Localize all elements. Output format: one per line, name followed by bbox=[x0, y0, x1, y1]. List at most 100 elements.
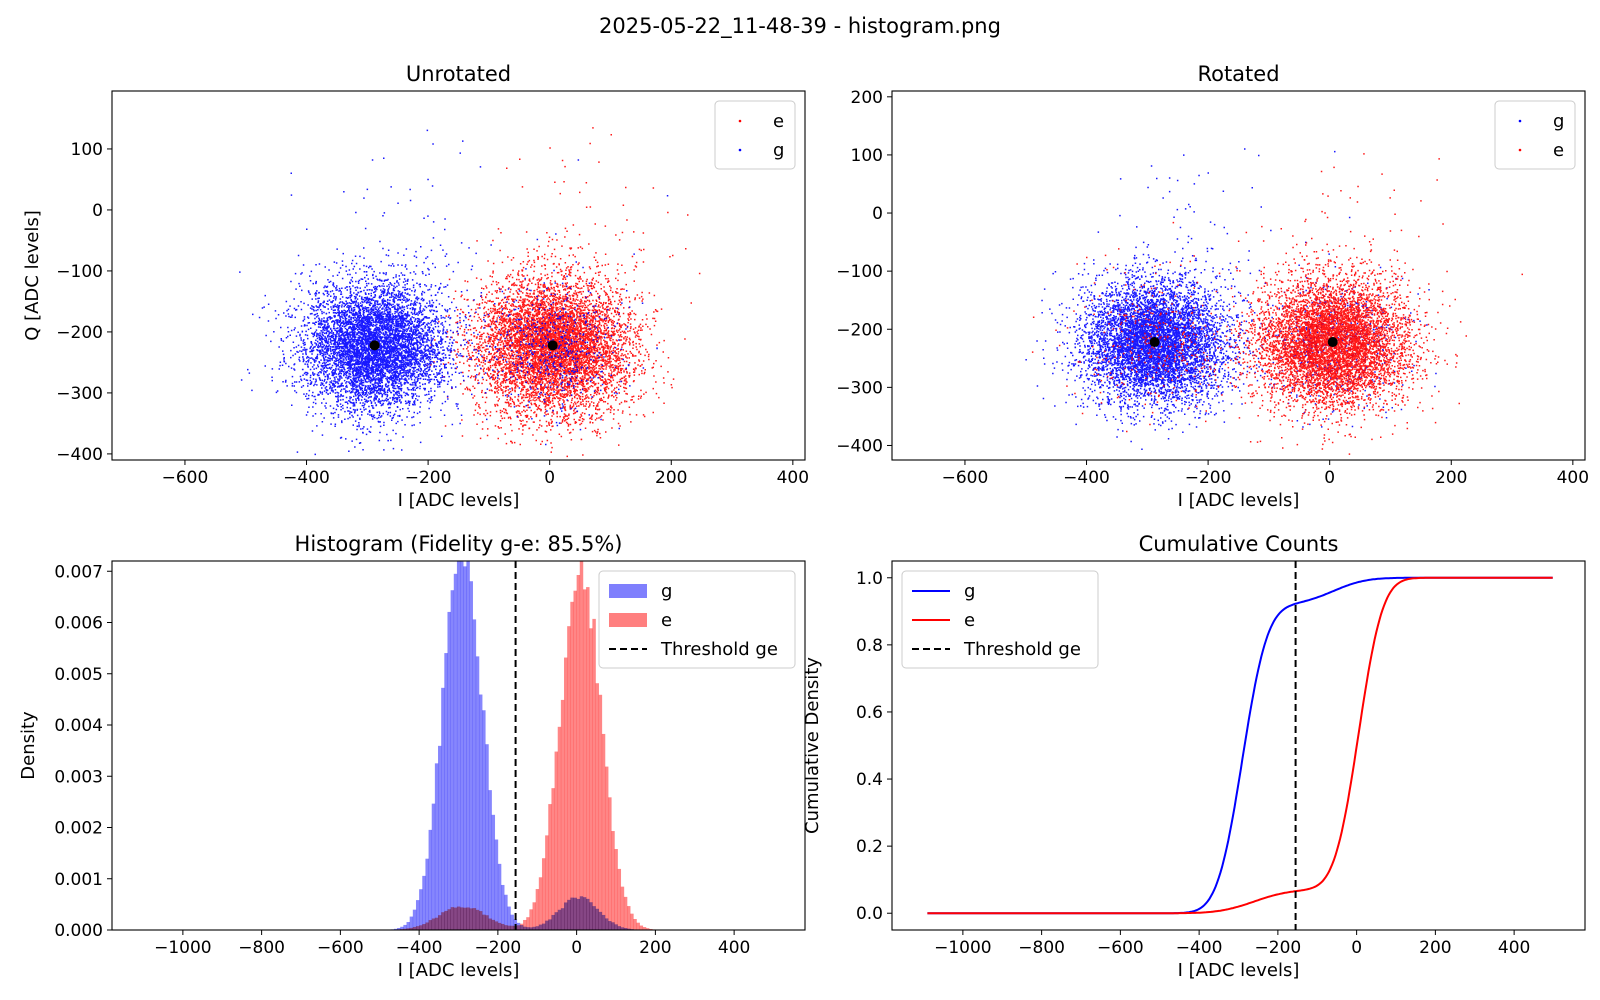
x-tick-label: −800 bbox=[238, 938, 285, 958]
histogram-bar bbox=[419, 889, 423, 930]
histogram-bar bbox=[589, 628, 593, 930]
histogram-bar bbox=[450, 907, 455, 930]
scatter-area bbox=[239, 127, 701, 458]
histogram-bar bbox=[611, 831, 615, 930]
x-tick-label: −1000 bbox=[934, 938, 992, 958]
series-g bbox=[239, 129, 669, 456]
legend-box bbox=[598, 570, 796, 669]
y-tick-label: −100 bbox=[56, 262, 103, 282]
cumulative-area bbox=[927, 561, 1553, 930]
y-tick-label: −100 bbox=[836, 262, 883, 282]
histogram-bar bbox=[478, 694, 483, 930]
x-tick-label: −600 bbox=[162, 468, 209, 488]
histogram-bar bbox=[582, 589, 587, 930]
x-tick-label: −400 bbox=[396, 938, 443, 958]
histogram-bar bbox=[447, 611, 451, 930]
histogram-bar bbox=[412, 909, 417, 930]
histogram-bar bbox=[453, 907, 458, 930]
plot-title: Unrotated bbox=[406, 62, 511, 86]
histogram-bar bbox=[535, 889, 540, 930]
histogram-bar bbox=[491, 814, 496, 930]
y-tick-label: 0.8 bbox=[856, 636, 883, 656]
histogram-bar bbox=[510, 914, 514, 930]
x-tick-label: −400 bbox=[283, 468, 330, 488]
histogram-bar bbox=[434, 763, 439, 930]
x-tick-label: −400 bbox=[1176, 938, 1223, 958]
y-tick-label: 0.001 bbox=[54, 870, 103, 890]
histogram-bar bbox=[497, 863, 502, 930]
histogram-bar bbox=[406, 928, 410, 930]
histogram-bar bbox=[573, 590, 577, 930]
x-tick-label: 200 bbox=[1419, 938, 1451, 958]
plot-title: Histogram (Fidelity g-e: 85.5%) bbox=[295, 532, 623, 556]
legend-box bbox=[1494, 100, 1576, 170]
histogram-bar bbox=[403, 924, 407, 930]
x-tick-label: 400 bbox=[777, 468, 809, 488]
histogram-bar bbox=[450, 590, 455, 930]
histogram-bar bbox=[409, 916, 414, 930]
cluster-center bbox=[369, 340, 380, 351]
legend-label: g bbox=[964, 581, 975, 602]
y-tick-label: −200 bbox=[56, 323, 103, 343]
histogram-bar bbox=[608, 797, 612, 930]
histogram-bar bbox=[460, 907, 464, 930]
legend-box bbox=[714, 100, 796, 170]
y-tick-label: 0.6 bbox=[856, 703, 883, 723]
histogram-bar bbox=[393, 928, 398, 930]
x-tick-label: 0 bbox=[1351, 938, 1362, 958]
scatter-points-e bbox=[1031, 153, 1523, 455]
histogram-bar bbox=[463, 566, 467, 930]
scatter-area bbox=[1025, 148, 1523, 455]
y-tick-label: 0.2 bbox=[856, 837, 883, 857]
legend-marker bbox=[1518, 119, 1522, 123]
histogram-bar bbox=[642, 927, 647, 930]
histogram-bar bbox=[501, 884, 505, 930]
y-tick-label: 100 bbox=[851, 146, 883, 166]
histogram-bar bbox=[523, 919, 527, 930]
histogram-area bbox=[381, 561, 662, 930]
histogram-bar bbox=[617, 868, 622, 930]
histogram-bar bbox=[538, 877, 543, 930]
histogram-bar bbox=[554, 751, 559, 930]
histogram-bar bbox=[507, 925, 511, 930]
y-tick-label: 0 bbox=[872, 204, 883, 224]
histogram-bar bbox=[472, 619, 477, 930]
histogram-bar bbox=[560, 699, 565, 930]
histogram-bar bbox=[494, 839, 499, 930]
x-axis-label: I [ADC levels] bbox=[1178, 490, 1300, 511]
histogram-bar bbox=[444, 910, 448, 930]
y-tick-label: 0.004 bbox=[54, 716, 103, 736]
y-tick-label: 0.002 bbox=[54, 819, 103, 839]
legend-label: Threshold ge bbox=[963, 639, 1081, 660]
histogram-bar bbox=[397, 927, 401, 930]
histogram-bar bbox=[466, 561, 470, 930]
histogram-bar bbox=[428, 920, 433, 930]
y-tick-label: 0.000 bbox=[54, 921, 103, 941]
x-tick-label: 200 bbox=[1435, 468, 1467, 488]
y-tick-label: 200 bbox=[851, 88, 883, 108]
y-tick-label: 1.0 bbox=[856, 569, 883, 589]
legend-patch bbox=[609, 613, 647, 627]
histogram-bar bbox=[415, 926, 420, 930]
histogram-bar bbox=[438, 745, 442, 930]
histogram-bar bbox=[532, 902, 536, 930]
histogram-bar bbox=[431, 803, 436, 930]
x-axis-label: I [ADC levels] bbox=[1178, 960, 1300, 981]
histogram-bar bbox=[428, 829, 433, 930]
histogram-bar bbox=[422, 875, 426, 930]
cluster-center bbox=[547, 340, 558, 351]
x-tick-label: −200 bbox=[1255, 938, 1302, 958]
histogram-bar bbox=[441, 912, 445, 930]
histogram-bar bbox=[548, 804, 552, 930]
histogram-bar bbox=[586, 587, 590, 930]
axes-rotated: Rotated −600 −400 −200 0 200 400 −400 −300 −200 −1… bbox=[836, 62, 1589, 511]
axes-unrotated: Unrotated −600 −400 −200 0 200 400 −400 −300 −200… bbox=[22, 62, 809, 511]
histogram-bar bbox=[456, 906, 461, 930]
x-tick-label: 0 bbox=[571, 938, 582, 958]
histogram-bar bbox=[592, 618, 596, 930]
histogram-bar bbox=[415, 900, 420, 930]
histogram-bar bbox=[567, 626, 571, 930]
y-axis-label: Q [ADC levels] bbox=[22, 210, 43, 341]
histogram-bar bbox=[412, 926, 417, 930]
